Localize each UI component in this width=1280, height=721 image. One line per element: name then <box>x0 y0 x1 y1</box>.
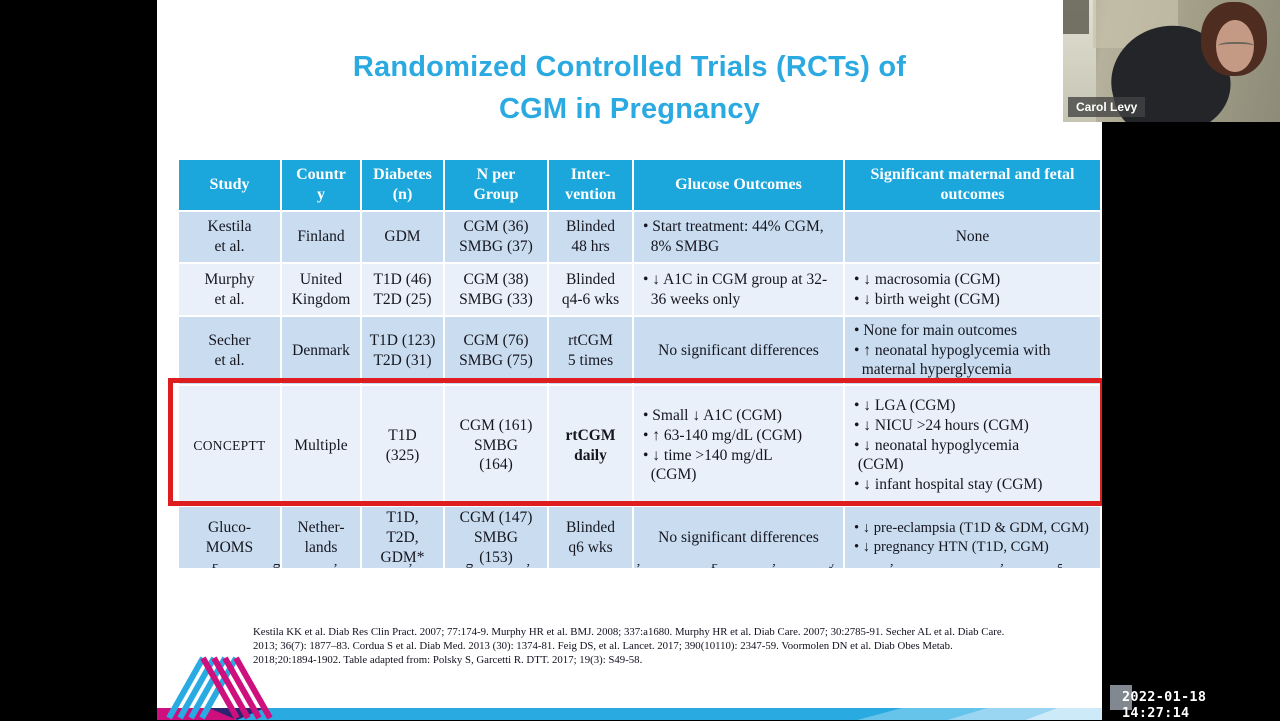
webcam-video: Carol Levy <box>1063 0 1280 122</box>
timestamp: 2022-01-18 14:27:14 <box>1122 689 1207 721</box>
cell-murphy-study: Murphy et al. <box>177 262 282 317</box>
cell-murphy-intervention: Blinded q4-6 wks <box>547 262 634 317</box>
cell-glucomoms-glucose: No significant differences <box>632 504 845 571</box>
cropped-text-remnants: p g ; , g , , p , y , , g p , y , , p y … <box>212 564 1062 575</box>
table-row-murphy: Murphy et al. United Kingdom T1D (46) T2… <box>177 262 1102 317</box>
cell-glucomoms-country: Nether- lands <box>280 504 362 571</box>
cell-glucomoms-intervention: Blinded q6 wks <box>547 504 634 571</box>
table-row-conceptt: CONCEPTT Multiple T1D (325) CGM (161) SM… <box>177 384 1102 507</box>
cell-conceptt-intervention: rtCGM daily <box>547 384 634 507</box>
page-title: Randomized Controlled Trials (RCTs) of C… <box>352 51 907 126</box>
cell-conceptt-glucose: • Small ↓ A1C (CGM) • ↑ 63-140 mg/dL (CG… <box>632 384 845 507</box>
cell-secher-glucose: No significant differences <box>632 315 845 386</box>
cell-secher-study: Secher et al. <box>177 315 282 386</box>
cell-glucomoms-diabetes: T1D, T2D, GDM* <box>360 504 445 571</box>
cell-secher-outcomes: • None for main outcomes • ↑ neonatal hy… <box>843 315 1102 386</box>
cell-murphy-glucose: • ↓ A1C in CGM group at 32- 36 weeks onl… <box>632 262 845 317</box>
header-cell-diabetes: Diabetes (n) <box>360 158 445 212</box>
rct-table: Study Countr y Diabetes (n) N per Group … <box>177 158 1102 571</box>
cell-secher-intervention: rtCGM 5 times <box>547 315 634 386</box>
cell-murphy-country: United Kingdom <box>280 262 362 317</box>
cell-secher-country: Denmark <box>280 315 362 386</box>
header-cell-intervention: Inter- vention <box>547 158 634 212</box>
cell-conceptt-country: Multiple <box>280 384 362 507</box>
header-cell-maternal-fetal-outcomes: Significant maternal and fetal outcomes <box>843 158 1102 212</box>
speaker-glasses <box>1218 42 1254 52</box>
cell-kestila-diabetes: GDM <box>360 210 445 264</box>
cell-secher-diabetes: T1D (123) T2D (31) <box>360 315 445 386</box>
presentation-slide: Randomized Controlled Trials (RCTs) of C… <box>157 0 1105 720</box>
cell-kestila-country: Finland <box>280 210 362 264</box>
timestamp-gray-box <box>1110 685 1132 710</box>
table-row-secher: Secher et al. Denmark T1D (123) T2D (31)… <box>177 315 1102 386</box>
citations-text: Kestila KK et al. Diab Res Clin Pract. 2… <box>253 626 1005 667</box>
header-cell-country: Countr y <box>280 158 362 212</box>
cell-conceptt-n: CGM (161) SMBG (164) <box>443 384 549 507</box>
table-header-row: Study Countr y Diabetes (n) N per Group … <box>177 158 1102 212</box>
cell-kestila-study: Kestila et al. <box>177 210 282 264</box>
table-row-glucomoms: Gluco- MOMS Nether- lands T1D, T2D, GDM*… <box>177 504 1102 571</box>
cell-glucomoms-n: CGM (147) SMBG (153) <box>443 504 549 571</box>
cell-kestila-intervention: Blinded 48 hrs <box>547 210 634 264</box>
cell-conceptt-diabetes: T1D (325) <box>360 384 445 507</box>
cell-glucomoms-outcomes: • ↓ pre-eclampsia (T1D & GDM, CGM) • ↓ p… <box>843 504 1102 571</box>
webcam-background-corner <box>1063 0 1089 34</box>
cell-murphy-outcomes: • ↓ macrosomia (CGM) • ↓ birth weight (C… <box>843 262 1102 317</box>
cell-conceptt-study: CONCEPTT <box>177 384 282 507</box>
logo-magenta-stripes <box>200 656 273 720</box>
cell-conceptt-outcomes: • ↓ LGA (CGM) • ↓ NICU >24 hours (CGM) •… <box>843 384 1102 507</box>
cell-secher-n: CGM (76) SMBG (75) <box>443 315 549 386</box>
header-cell-glucose-outcomes: Glucose Outcomes <box>632 158 845 212</box>
cell-kestila-n: CGM (36) SMBG (37) <box>443 210 549 264</box>
header-cell-n-per-group: N per Group <box>443 158 549 212</box>
footer-logo-and-bar <box>157 656 1102 720</box>
table-row-kestila: Kestila et al. Finland GDM CGM (36) SMBG… <box>177 210 1102 264</box>
cell-murphy-n: CGM (38) SMBG (33) <box>443 262 549 317</box>
cell-glucomoms-study: Gluco- MOMS <box>177 504 282 571</box>
header-cell-study: Study <box>177 158 282 212</box>
cell-kestila-glucose: • Start treatment: 44% CGM, 8% SMBG <box>632 210 845 264</box>
cell-murphy-diabetes: T1D (46) T2D (25) <box>360 262 445 317</box>
webcam-name-label: Carol Levy <box>1068 97 1146 117</box>
cell-kestila-outcomes: None <box>843 210 1102 264</box>
